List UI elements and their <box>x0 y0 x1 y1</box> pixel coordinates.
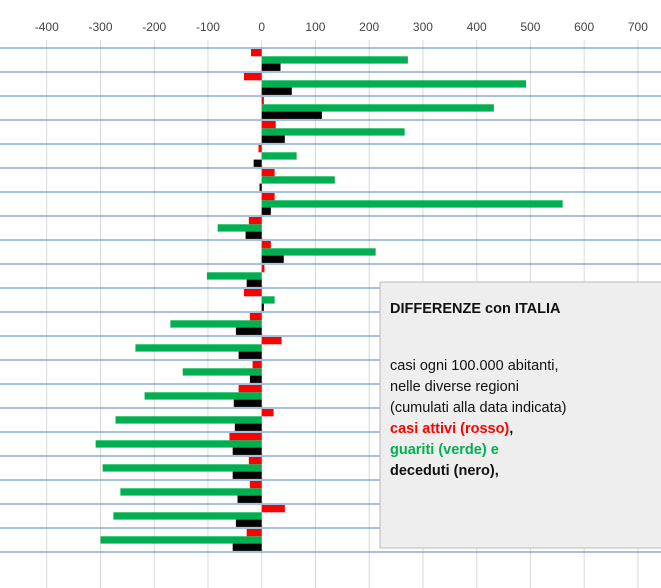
x-tick-label: 200 <box>359 20 379 34</box>
bar <box>243 73 262 81</box>
bar <box>232 471 262 479</box>
bar <box>261 193 275 201</box>
bar <box>261 296 275 304</box>
bar <box>144 392 262 400</box>
legend-entry: guariti (verde) e <box>390 442 499 458</box>
bar <box>232 543 262 551</box>
bar <box>252 361 262 369</box>
bar <box>261 152 297 160</box>
bar <box>261 265 265 273</box>
bar <box>261 337 282 345</box>
x-tick-label: -200 <box>142 20 166 34</box>
bar <box>217 224 262 232</box>
bar <box>261 505 285 513</box>
bar <box>113 512 262 520</box>
bar <box>261 111 322 119</box>
bar <box>206 272 262 280</box>
bar <box>102 464 262 472</box>
x-tick-label: 100 <box>305 20 325 34</box>
legend-suffix: , <box>509 421 513 437</box>
annotation-box <box>379 281 661 549</box>
annotation-line: nelle diverse regioni <box>390 379 519 395</box>
bar <box>261 80 527 88</box>
bar <box>261 97 264 105</box>
bar <box>261 87 292 95</box>
bar <box>249 375 262 383</box>
bar <box>249 481 262 489</box>
bar <box>261 169 275 177</box>
bar <box>261 135 285 143</box>
x-tick-label: 0 <box>258 20 265 34</box>
x-tick-label: 700 <box>628 20 648 34</box>
legend-suffix: e <box>487 442 499 458</box>
bar <box>248 217 262 225</box>
bar <box>261 255 284 263</box>
x-tick-label: 500 <box>520 20 540 34</box>
bar <box>233 399 262 407</box>
bar <box>261 121 276 129</box>
bar <box>243 289 262 297</box>
bar <box>258 145 262 153</box>
bar <box>246 279 262 287</box>
bar <box>261 104 494 112</box>
bar <box>261 248 376 256</box>
legend-label: deceduti (nero) <box>390 463 495 479</box>
bar <box>234 423 262 431</box>
legend-entry: casi attivi (rosso), <box>390 421 513 437</box>
x-tick-label: -300 <box>88 20 112 34</box>
bar <box>229 433 262 441</box>
bar <box>261 176 335 184</box>
annotation-line: casi ogni 100.000 abitanti, <box>390 358 559 374</box>
annotation: DIFFERENZE con ITALIA casi ogni 100.000 … <box>379 281 661 549</box>
legend-suffix: , <box>495 463 499 479</box>
bar <box>95 440 262 448</box>
bar <box>261 128 405 136</box>
bar <box>182 368 262 376</box>
bar <box>250 49 262 57</box>
bar <box>261 207 271 215</box>
bar <box>249 313 262 321</box>
bar <box>245 231 262 239</box>
bar <box>261 409 274 417</box>
bar <box>261 241 271 249</box>
bar <box>259 183 262 191</box>
bar <box>261 56 408 64</box>
bar <box>135 344 262 352</box>
x-tick-label: -100 <box>196 20 220 34</box>
bar <box>261 200 563 208</box>
bar <box>248 457 262 465</box>
x-tick-label: -400 <box>35 20 59 34</box>
bar <box>238 351 262 359</box>
bar <box>115 416 262 424</box>
bar <box>120 488 262 496</box>
bar <box>253 159 262 167</box>
bar <box>261 303 264 311</box>
bar <box>232 447 262 455</box>
bar <box>100 536 262 544</box>
legend-label: casi attivi (rosso) <box>390 421 509 437</box>
x-tick-label: 300 <box>413 20 433 34</box>
annotation-line: (cumulati alla data indicata) <box>390 400 567 416</box>
bar <box>235 519 262 527</box>
annotation-title: DIFFERENZE con ITALIA <box>390 301 561 317</box>
legend-label: guariti (verde) <box>390 442 487 458</box>
bar <box>238 385 262 393</box>
bar <box>170 320 262 328</box>
bar <box>261 63 281 71</box>
bar <box>235 327 262 335</box>
bars <box>95 49 563 551</box>
legend-entry: deceduti (nero), <box>390 463 499 479</box>
x-tick-label: 400 <box>467 20 487 34</box>
x-tick-label: 600 <box>574 20 594 34</box>
bar <box>237 495 262 503</box>
bar <box>246 529 262 537</box>
